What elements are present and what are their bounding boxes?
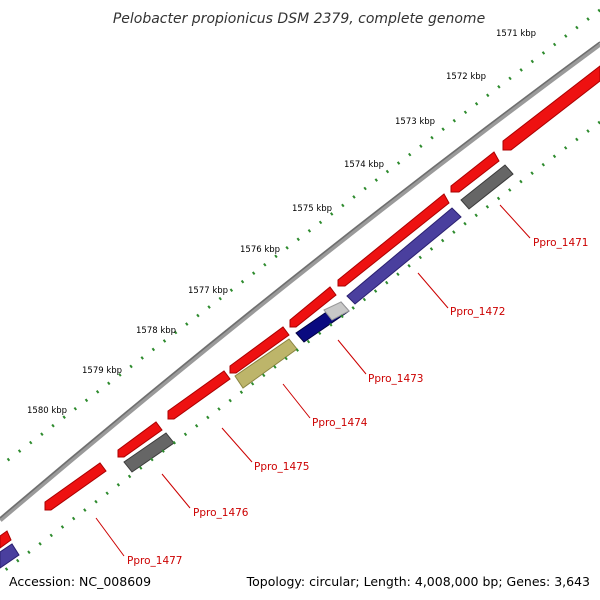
forward-features [0,65,600,549]
feature-rev-1 [460,164,514,210]
feature-fwd-7 [117,421,163,458]
backbone-line [0,41,600,522]
leader-ppro-1474 [282,383,311,419]
gene-label-ppro-1476: Ppro_1476 [193,507,249,519]
kbp-label-1574: 1574 kbp [344,160,384,170]
backbone-shade [0,41,600,519]
kbp-label-1580: 1580 kbp [27,406,67,416]
leader-ppro-1476 [161,473,191,509]
leader-ppro-1472 [417,272,449,309]
kbp-label-1579: 1579 kbp [82,366,122,376]
inner-ruler-dots [0,120,600,576]
map-title: Pelobacter propionicus DSM 2379, complet… [113,11,485,27]
feature-fwd-9 [0,530,12,549]
feature-rev-6 [0,543,20,569]
gene-label-ppro-1475: Ppro_1475 [254,461,309,473]
gene-label-ppro-1474: Ppro_1474 [312,417,368,429]
gene-labels: Ppro_1471 Ppro_1472 Ppro_1473 Ppro_1474 … [127,237,588,567]
outer-ruler-dots [0,8,600,468]
leader-ppro-1473 [337,339,367,375]
feature-fwd-1 [502,65,600,151]
feature-fwd-2 [450,151,500,193]
kbp-label-1578: 1578 kbp [136,326,176,336]
topology-summary-text: Topology: circular; Length: 4,008,000 bp… [246,574,590,589]
feature-fwd-3 [337,193,450,287]
kbp-label-1572: 1572 kbp [446,72,486,82]
feature-fwd-6 [167,370,231,420]
kbp-labels: 1571 kbp 1572 kbp 1573 kbp 1574 kbp 1575… [27,29,536,416]
feature-rev-2 [346,207,462,305]
reverse-features [0,164,514,569]
kbp-label-1576: 1576 kbp [240,245,280,255]
feature-fwd-8 [44,462,107,511]
feature-rev-3b [323,301,350,321]
leader-ppro-1477 [95,517,125,557]
inner-ruler-ring [0,120,600,576]
feature-fwd-5 [229,326,290,374]
feature-fwd-4 [289,286,337,328]
accession-text: Accession: NC_008609 [9,574,151,589]
gene-label-ppro-1471: Ppro_1471 [533,237,588,249]
kbp-label-1571: 1571 kbp [496,29,536,39]
leader-lines [95,204,531,557]
kbp-label-1575: 1575 kbp [292,204,332,214]
kbp-label-1577: 1577 kbp [188,286,228,296]
outer-ruler-ring [0,8,600,468]
genome-backbone [0,41,600,522]
gene-label-ppro-1477: Ppro_1477 [127,555,182,567]
leader-ppro-1471 [499,204,531,239]
kbp-label-1573: 1573 kbp [395,117,435,127]
gene-label-ppro-1472: Ppro_1472 [450,306,505,318]
gene-label-ppro-1473: Ppro_1473 [368,373,423,385]
leader-ppro-1475 [221,427,253,463]
